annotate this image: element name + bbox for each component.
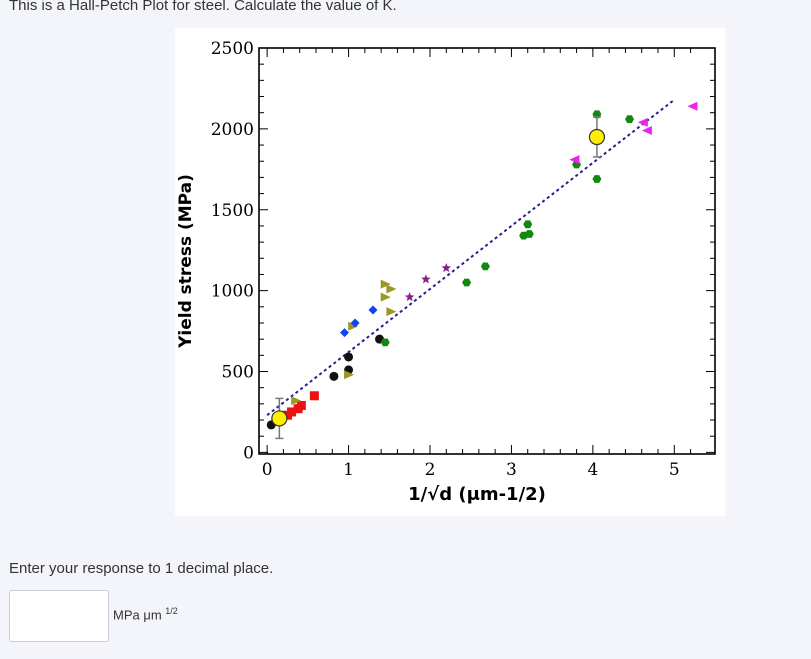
data-point-hexagon [592,175,602,183]
answer-input[interactable] [9,590,109,642]
data-point-triangle-left [641,125,652,135]
data-point-highlight [588,128,606,146]
data-point-square [287,407,297,417]
data-point-circle [329,371,339,381]
y-tick-label: 2000 [211,120,254,140]
y-tick-label: 500 [222,363,254,383]
question-text: This is a Hall-Petch Plot for steel. Cal… [9,0,397,14]
plot-frame [258,47,716,455]
x-tick-label: 1 [343,460,354,480]
data-point-star [441,263,451,272]
x-tick-label: 2 [425,460,436,480]
unit-exponent: 1/2 [165,606,178,616]
data-point-triangle [348,321,359,331]
y-tick-label: 1500 [211,201,254,221]
data-point-hexagon [380,338,390,347]
data-point-hexagon [462,278,472,287]
data-point-highlight [271,410,288,427]
y-tick-label: 0 [243,443,254,463]
data-point-hexagon [625,115,634,124]
data-point-square [296,400,306,410]
y-tick-label: 2500 [211,39,254,59]
x-tick-label: 4 [587,460,598,480]
instruction-text: Enter your response to 1 decimal place. [9,560,274,577]
x-tick-label: 0 [262,460,273,480]
data-point-triangle [386,284,397,294]
data-point-triangle-left [637,117,648,127]
y-tick-label: 1000 [211,282,254,302]
hall-petch-chart: 0 1 2 3 4 5 0 500 1000 1500 2000 2500 1/√d (μm-1/2) Y… [176,39,716,505]
x-tick-label: 3 [506,460,517,480]
data-point-triangle [386,307,397,317]
data-point-triangle [380,292,391,302]
x-axis-label: 1/√d (μm-1/2) [408,484,546,505]
data-point-diamond [350,318,360,328]
y-axis-label: Yield stress (MPa) [176,174,196,349]
fit-line [266,98,675,416]
unit-label: MPa μm 1/2 [113,606,178,622]
data-point-diamond [340,328,349,338]
data-point-triangle [380,279,391,289]
data-point-diamond [368,305,378,315]
data-point-triangle-left [687,101,698,111]
x-tick-label: 5 [669,460,680,480]
data-point-star [404,292,415,302]
data-point-hexagon [480,262,490,271]
data-point-triangle [291,396,302,406]
data-point-circle [344,352,354,362]
data-point-hexagon [524,230,534,238]
data-point-square [309,391,319,401]
data-point-triangle [344,370,355,380]
data-point-triangle-left [569,155,580,165]
hall-petch-figure: 0 1 2 3 4 5 0 500 1000 1500 2000 2500 1/√d (μm-1/2) Y… [175,28,725,516]
data-point-star [421,274,431,284]
data-point-hexagon [523,220,533,229]
unit-text: MPa μm [113,607,162,623]
